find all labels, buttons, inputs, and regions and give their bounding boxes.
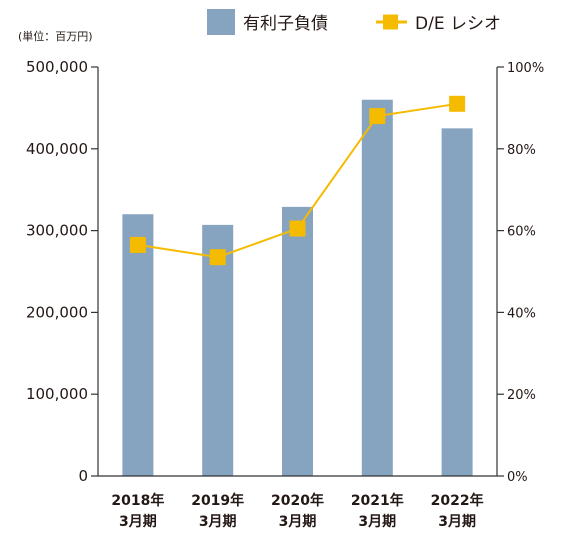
legend-bar-swatch	[207, 9, 235, 35]
right-tick-label-4: 80%	[507, 143, 536, 158]
legend-line-label: D/E レシオ	[415, 14, 501, 34]
bar-0	[122, 214, 154, 477]
legend: 有利子負債 D/E レシオ	[207, 9, 501, 35]
bar-4	[441, 128, 473, 476]
right-tick-label-5: 100%	[507, 61, 544, 76]
left-tick-label-1: 100,000	[26, 385, 88, 403]
category-label-0-0: 2018年	[111, 492, 164, 509]
left-tick-label-5: 500,000	[26, 58, 88, 76]
left-tick-label-0: 0	[78, 467, 88, 485]
right-tick-label-0: 0%	[507, 470, 528, 485]
left-tick-label-3: 300,000	[26, 222, 88, 240]
de-ratio-point-0	[129, 236, 146, 253]
right-tick-label-3: 60%	[507, 225, 536, 240]
right-tick-label-2: 40%	[507, 306, 536, 321]
left-tick-label-2: 200,000	[26, 303, 88, 321]
legend-line-marker	[383, 14, 398, 30]
bar-1	[202, 224, 234, 476]
category-label-2-0: 2020年	[271, 492, 324, 509]
legend-bar-label: 有利子負債	[243, 14, 328, 34]
de-ratio-point-4	[449, 95, 466, 112]
category-label-4-0: 2022年	[431, 492, 484, 509]
right-tick-label-1: 20%	[507, 388, 536, 403]
category-label-0-1: 3月期	[119, 514, 157, 530]
bar-3	[361, 99, 393, 476]
de-ratio-point-1	[209, 249, 226, 266]
de-ratio-point-3	[369, 108, 386, 125]
category-label-1-0: 2019年	[191, 492, 244, 509]
bar-2	[282, 206, 313, 477]
category-label-3-0: 2021年	[351, 492, 404, 509]
axes-layer: 0 100,000 200,000 300,000 400,000 500,000 0% 20…	[26, 58, 544, 485]
category-labels: 2018年 3月期 2019年 3月期 2020年 3月期 2021年 3月期 2022年 3月期	[111, 492, 483, 530]
category-label-1-1: 3月期	[199, 514, 237, 530]
category-label-2-1: 3月期	[279, 514, 317, 530]
category-label-3-1: 3月期	[358, 514, 396, 530]
line-layer	[129, 95, 466, 266]
bars-layer	[122, 99, 473, 477]
unit-label: (単位：百万円)	[18, 29, 93, 43]
de-ratio-point-2	[289, 220, 306, 237]
category-label-4-1: 3月期	[438, 514, 476, 530]
left-tick-label-4: 400,000	[26, 140, 88, 158]
